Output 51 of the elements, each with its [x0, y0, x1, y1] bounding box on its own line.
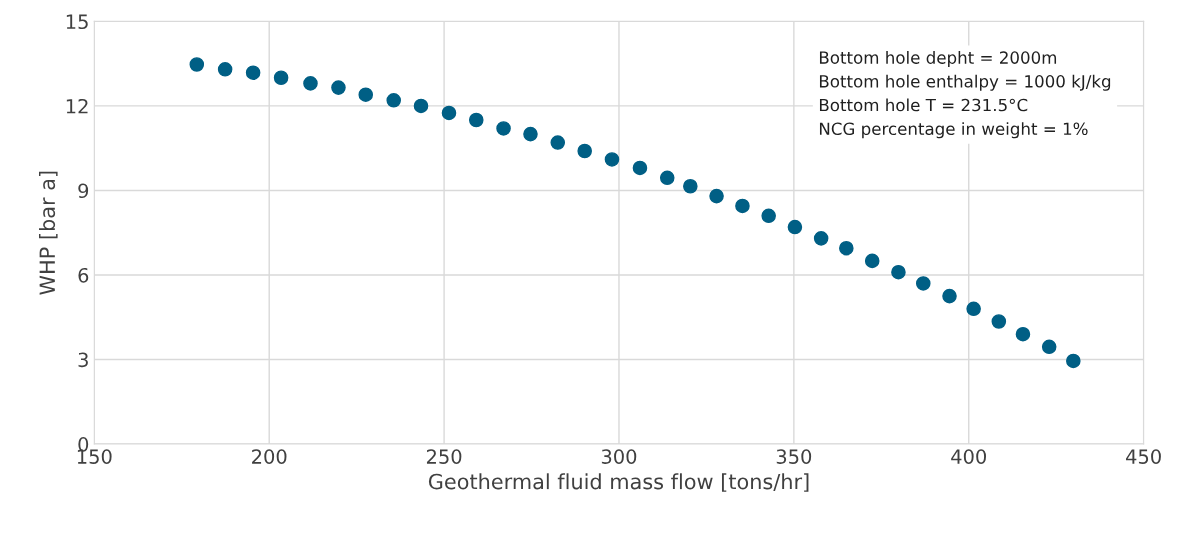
point [864, 253, 880, 269]
point [839, 240, 854, 256]
x-tick-label: 300 [601, 449, 637, 464]
annotation: Bottom hole enthalpy = 1000 kJ/kg [819, 74, 1111, 91]
point [659, 170, 675, 186]
point [550, 135, 566, 150]
y-axis-title: WHP [bar a] [39, 171, 58, 295]
annotation: Bottom hole T = 231.5°C [819, 98, 1028, 112]
point [735, 198, 750, 214]
point [273, 70, 289, 86]
x-tick-label: 350 [776, 449, 812, 464]
point [189, 57, 205, 72]
point [813, 231, 829, 246]
point [966, 301, 981, 317]
point [386, 93, 402, 108]
x-tick-label: 400 [951, 449, 987, 464]
point [468, 112, 484, 128]
point [942, 288, 957, 304]
point [683, 178, 698, 194]
annotation: Bottom hole depht = 2000m [819, 50, 1057, 68]
y-tick-label: 15 [66, 14, 88, 30]
point [1041, 339, 1057, 355]
point [441, 105, 457, 121]
point [891, 264, 906, 280]
point [1015, 326, 1031, 342]
point [523, 126, 538, 142]
x-tick-label: 200 [252, 449, 287, 464]
point [761, 208, 776, 224]
point [358, 87, 374, 102]
point [709, 188, 724, 204]
point [1066, 353, 1081, 369]
point [915, 276, 931, 291]
y-tick-label: 3 [78, 352, 88, 368]
point [577, 143, 592, 159]
point [217, 62, 233, 77]
y-tick-label: 12 [66, 98, 88, 114]
point [991, 314, 1007, 329]
x-axis-title: Geothermal fluid mass flow [tons/hr] [428, 473, 809, 492]
point [413, 98, 429, 114]
point [787, 219, 803, 235]
x-tick-label: 450 [1126, 449, 1161, 464]
point [604, 152, 620, 167]
y-tick-label: 9 [78, 183, 89, 199]
point [331, 80, 346, 95]
point [245, 65, 261, 80]
x-tick-label: 250 [426, 449, 462, 464]
y-tick-label: 6 [78, 267, 89, 283]
point [632, 160, 648, 176]
point [496, 121, 511, 136]
point [303, 76, 318, 91]
annotation: NCG percentage in weight = 1% [819, 122, 1088, 139]
